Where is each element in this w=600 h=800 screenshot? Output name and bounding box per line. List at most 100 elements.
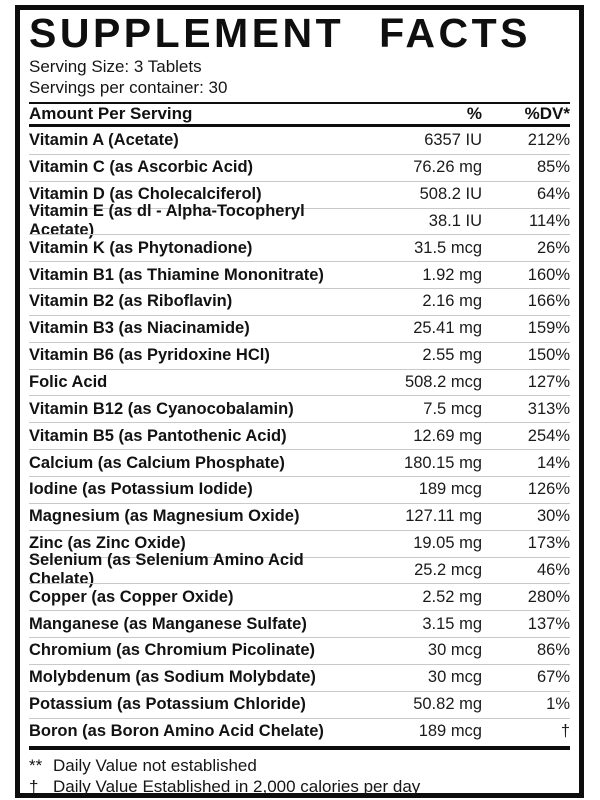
table-row: Manganese (as Manganese Sulfate) 3.15 mg…: [29, 610, 570, 637]
nutrient-dv: 126%: [527, 480, 570, 499]
nutrient-dv: 280%: [527, 587, 570, 606]
nutrient-name: Magnesium (as Magnesium Oxide): [29, 507, 300, 526]
table-row: Vitamin B5 (as Pantothenic Acid) 12.69 m…: [29, 422, 570, 449]
supplement-facts-label: SUPPLEMENT FACTS Serving Size: 3 Tablets…: [15, 5, 584, 798]
nutrient-name: Boron (as Boron Amino Acid Chelate): [29, 721, 324, 740]
table-row: Vitamin B6 (as Pyridoxine HCl) 2.55 mg 1…: [29, 341, 570, 369]
footnote-daily-value-not-established: ** Daily Value not established: [29, 755, 570, 776]
column-header-amount-per-serving: Amount Per Serving: [29, 104, 193, 123]
table-row: Vitamin A (Acetate) 6357 IU 212%: [29, 127, 570, 154]
servings-per-container-text: Servings per container: 30: [29, 78, 228, 97]
table-row: Magnesium (as Magnesium Oxide) 127.11 mg…: [29, 502, 570, 530]
table-row: Iodine (as Potassium Iodide) 189 mcg 126…: [29, 475, 570, 503]
nutrient-name: Copper (as Copper Oxide): [29, 587, 234, 606]
nutrient-amount: 25.41 mg: [413, 319, 482, 338]
table-row: Vitamin B1 (as Thiamine Mononitrate) 1.9…: [29, 261, 570, 288]
footnote-symbol: †: [29, 777, 39, 797]
nutrient-name: Calcium (as Calcium Phosphate): [29, 453, 285, 472]
nutrient-amount: 189 mcg: [418, 480, 482, 499]
nutrient-dv: 137%: [527, 614, 570, 633]
nutrient-name: Manganese (as Manganese Sulfate): [29, 614, 307, 633]
nutrient-name: Chromium (as Chromium Picolinate): [29, 641, 316, 660]
table-row: Vitamin K (as Phytonadione) 31.5 mcg 26%: [29, 234, 570, 261]
nutrient-dv: 85%: [536, 158, 570, 177]
footnotes: ** Daily Value not established † Daily V…: [29, 750, 570, 797]
table-row: Vitamin B3 (as Niacinamide) 25.41 mg 159…: [29, 314, 570, 342]
nutrient-amount: 2.52 mg: [422, 587, 482, 606]
nutrient-name: Molybdenum (as Sodium Molybdate): [29, 668, 316, 687]
table-row: Chromium (as Chromium Picolinate) 30 mcg…: [29, 637, 570, 664]
table-row: Vitamin C (as Ascorbic Acid) 76.26 mg 85…: [29, 153, 570, 181]
nutrient-dv: 166%: [527, 292, 570, 311]
table-row: Selenium (as Selenium Amino Acid Chelate…: [29, 551, 570, 588]
nutrient-dv: 86%: [536, 641, 570, 660]
column-header-percent: %: [466, 104, 482, 123]
nutrient-dv: 114%: [529, 211, 570, 230]
nutrient-dv: 14%: [536, 453, 570, 472]
nutrient-amount: 180.15 mg: [404, 453, 482, 472]
label-title: SUPPLEMENT FACTS: [29, 10, 531, 56]
nutrient-name: Vitamin B1 (as Thiamine Mononitrate): [29, 265, 324, 284]
table-row: Calcium (as Calcium Phosphate) 180.15 mg…: [29, 449, 570, 476]
nutrient-amount: 508.2 IU: [419, 185, 482, 204]
footnote-symbol: **: [29, 756, 43, 776]
nutrient-dv: 64%: [536, 185, 570, 204]
nutrient-amount: 50.82 mg: [413, 695, 482, 714]
serving-info: Serving Size: 3 Tablets Servings per con…: [29, 54, 570, 98]
nutrient-dv: 160%: [527, 265, 570, 284]
nutrient-dv: 30%: [536, 507, 570, 526]
nutrient-name: Folic Acid: [29, 373, 108, 392]
nutrient-name: Vitamin D (as Cholecalciferol): [29, 185, 262, 204]
nutrient-dv: 313%: [527, 399, 570, 418]
nutrient-amount: 25.2 mcg: [414, 560, 482, 579]
nutrient-dv: 254%: [527, 426, 570, 445]
table-row: Potassium (as Potassium Chloride) 50.82 …: [29, 690, 570, 718]
nutrient-amount: 30 mcg: [427, 641, 482, 660]
nutrient-amount: 508.2 mcg: [404, 373, 482, 392]
nutrient-name: Iodine (as Potassium Iodide): [29, 480, 253, 499]
nutrient-amount: 30 mcg: [427, 668, 482, 687]
nutrient-name: Vitamin B3 (as Niacinamide): [29, 319, 250, 338]
nutrient-amount: 76.26 mg: [413, 158, 482, 177]
column-header-percent-dv: %DV*: [524, 104, 570, 123]
divider-above-footnotes: [29, 746, 570, 751]
nutrient-amount: 12.69 mg: [413, 426, 482, 445]
nutrient-amount: 7.5 mcg: [423, 399, 482, 418]
nutrient-amount: 38.1 IU: [428, 211, 482, 230]
nutrient-name: Vitamin B6 (as Pyridoxine HCl): [29, 346, 270, 365]
nutrient-dv: †: [560, 721, 570, 740]
table-row: Vitamin D (as Cholecalciferol) 508.2 IU …: [29, 180, 570, 208]
nutrient-amount: 3.15 mg: [422, 614, 482, 633]
divider-below-header: [29, 124, 570, 127]
nutrient-dv: 26%: [536, 238, 570, 257]
nutrient-amount: 189 mcg: [418, 721, 482, 740]
divider-above-header: [29, 102, 570, 104]
nutrient-dv: 67%: [536, 668, 570, 687]
nutrient-dv: 1%: [546, 695, 570, 714]
nutrient-name: Potassium (as Potassium Chloride): [29, 695, 306, 714]
nutrient-amount: 2.55 mg: [422, 346, 482, 365]
nutrient-amount: 19.05 mg: [413, 534, 482, 553]
table-row: Vitamin B12 (as Cyanocobalamin) 7.5 mcg …: [29, 395, 570, 422]
table-row: Copper (as Copper Oxide) 2.52 mg 280%: [29, 583, 570, 610]
table-row: Vitamin E (as dl - Alpha-Tocopheryl Acet…: [29, 202, 570, 239]
nutrient-dv: 127%: [527, 373, 570, 392]
nutrient-name: Vitamin B12 (as Cyanocobalamin): [29, 399, 294, 418]
serving-size-text: Serving Size: 3 Tablets: [29, 57, 202, 76]
table-row: Folic Acid 508.2 mcg 127%: [29, 368, 570, 396]
nutrient-amount: 127.11 mg: [405, 507, 482, 526]
nutrient-name: Vitamin B2 (as Riboflavin): [29, 292, 233, 311]
nutrient-dv: 212%: [527, 130, 570, 149]
nutrient-amount: 2.16 mg: [422, 292, 482, 311]
footnote-text: Daily Value Established in 2,000 calorie…: [53, 777, 421, 797]
table-row: Zinc (as Zinc Oxide) 19.05 mg 173%: [29, 529, 570, 557]
nutrient-name: Vitamin A (Acetate): [29, 130, 179, 149]
nutrient-dv: 46%: [536, 560, 570, 579]
nutrient-table: Vitamin A (Acetate) 6357 IU 212% Vitamin…: [29, 127, 570, 744]
nutrient-name: Vitamin K (as Phytonadione): [29, 238, 253, 257]
nutrient-dv: 159%: [527, 319, 570, 338]
nutrient-dv: 150%: [527, 346, 570, 365]
nutrient-dv: 173%: [527, 534, 570, 553]
footnote-daily-value-established: † Daily Value Established in 2,000 calor…: [29, 776, 570, 797]
table-row: Boron (as Boron Amino Acid Chelate) 189 …: [29, 717, 570, 745]
